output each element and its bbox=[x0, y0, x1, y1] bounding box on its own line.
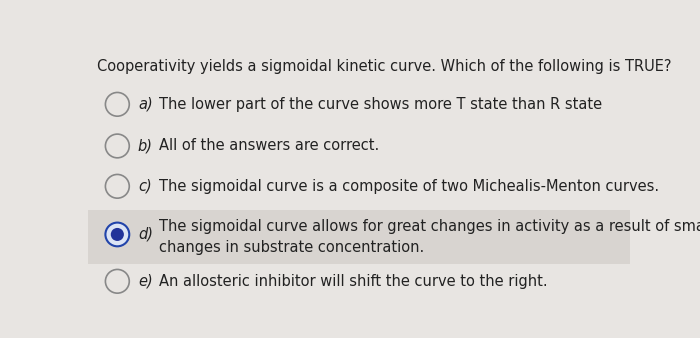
Text: a): a) bbox=[138, 97, 153, 112]
Text: All of the answers are correct.: All of the answers are correct. bbox=[159, 139, 379, 153]
Text: e): e) bbox=[138, 274, 153, 289]
Ellipse shape bbox=[106, 93, 130, 116]
Ellipse shape bbox=[111, 228, 124, 241]
Ellipse shape bbox=[106, 223, 130, 246]
Ellipse shape bbox=[106, 269, 130, 293]
Text: The sigmoidal curve allows for great changes in activity as a result of small
ch: The sigmoidal curve allows for great cha… bbox=[159, 219, 700, 255]
Text: The lower part of the curve shows more T state than R state: The lower part of the curve shows more T… bbox=[159, 97, 602, 112]
Text: c): c) bbox=[138, 179, 152, 194]
Text: b): b) bbox=[138, 139, 153, 153]
Ellipse shape bbox=[106, 134, 130, 158]
Text: Cooperativity yields a sigmoidal kinetic curve. Which of the following is TRUE?: Cooperativity yields a sigmoidal kinetic… bbox=[97, 59, 672, 74]
Ellipse shape bbox=[106, 174, 130, 198]
Text: The sigmoidal curve is a composite of two Michealis-Menton curves.: The sigmoidal curve is a composite of tw… bbox=[159, 179, 659, 194]
Text: d): d) bbox=[138, 227, 153, 242]
Text: An allosteric inhibitor will shift the curve to the right.: An allosteric inhibitor will shift the c… bbox=[159, 274, 547, 289]
Bar bbox=[88, 210, 630, 264]
